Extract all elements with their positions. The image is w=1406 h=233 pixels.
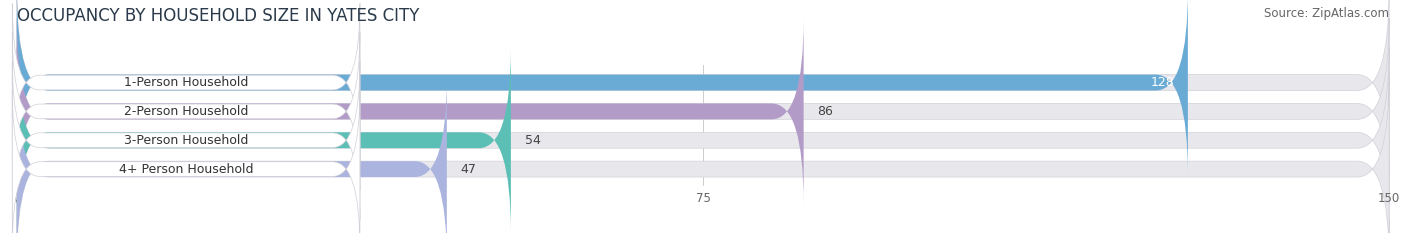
Text: Source: ZipAtlas.com: Source: ZipAtlas.com [1264, 7, 1389, 20]
FancyBboxPatch shape [17, 18, 804, 204]
FancyBboxPatch shape [17, 0, 1188, 176]
Text: 3-Person Household: 3-Person Household [124, 134, 249, 147]
Text: 4+ Person Household: 4+ Person Household [120, 163, 253, 176]
Text: 2-Person Household: 2-Person Household [124, 105, 249, 118]
Text: 86: 86 [817, 105, 834, 118]
FancyBboxPatch shape [17, 76, 1389, 233]
Text: 54: 54 [524, 134, 540, 147]
FancyBboxPatch shape [17, 0, 1389, 176]
Text: OCCUPANCY BY HOUSEHOLD SIZE IN YATES CITY: OCCUPANCY BY HOUSEHOLD SIZE IN YATES CIT… [17, 7, 419, 25]
Text: 47: 47 [461, 163, 477, 176]
Text: 128: 128 [1150, 76, 1174, 89]
Text: 1-Person Household: 1-Person Household [124, 76, 249, 89]
FancyBboxPatch shape [17, 76, 447, 233]
FancyBboxPatch shape [13, 32, 360, 191]
FancyBboxPatch shape [13, 3, 360, 162]
FancyBboxPatch shape [13, 90, 360, 233]
FancyBboxPatch shape [17, 47, 1389, 233]
FancyBboxPatch shape [13, 61, 360, 219]
FancyBboxPatch shape [17, 47, 510, 233]
FancyBboxPatch shape [17, 18, 1389, 204]
